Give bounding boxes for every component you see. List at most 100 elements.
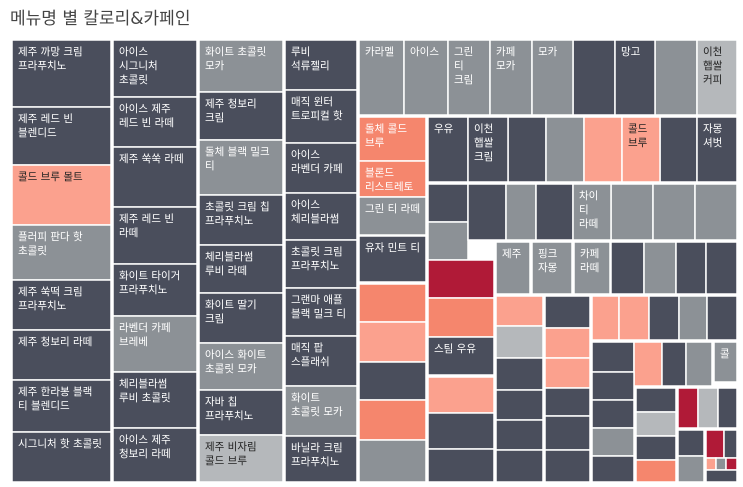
treemap-tile-minor[interactable] xyxy=(705,241,738,295)
treemap-tile-minor[interactable] xyxy=(358,361,427,401)
treemap-tile-minor[interactable] xyxy=(427,448,495,483)
treemap-tile-rect[interactable] xyxy=(447,39,491,116)
treemap-tile-minor[interactable] xyxy=(591,371,635,401)
treemap-tile-rect[interactable] xyxy=(284,192,358,241)
treemap-tile-minor[interactable] xyxy=(675,241,707,295)
treemap-tile[interactable]: 자바 칩 프라푸치노 xyxy=(198,389,284,436)
treemap-tile-minor[interactable] xyxy=(652,183,696,241)
treemap-tile[interactable]: 화이트 딸기 크림 xyxy=(198,292,284,344)
treemap-tile[interactable]: 그린 티 크림 xyxy=(447,39,491,116)
treemap-tile-minor[interactable] xyxy=(677,429,705,457)
treemap-tile-rect[interactable] xyxy=(696,116,738,183)
treemap-tile[interactable]: 제주 까망 크림 프라푸치노 xyxy=(11,39,112,108)
treemap-tile-minor[interactable] xyxy=(427,183,469,223)
treemap-tile-minor[interactable] xyxy=(427,297,495,338)
treemap-tile-minor[interactable] xyxy=(358,283,427,323)
treemap-tile-rect[interactable] xyxy=(358,39,405,116)
treemap-tile-minor[interactable] xyxy=(677,387,699,429)
treemap-tile[interactable]: 아이스 시그니처 초콜릿 xyxy=(112,39,198,98)
treemap-tile-rect[interactable] xyxy=(531,39,574,116)
treemap-tile-minor[interactable] xyxy=(723,429,738,459)
treemap-tile[interactable]: 체리블라썸 루비 초콜릿 xyxy=(112,371,198,429)
treemap-tile-minor[interactable] xyxy=(635,411,677,437)
treemap-tile-minor[interactable] xyxy=(715,457,727,471)
treemap-tile[interactable]: 제주 청보리 크림 xyxy=(198,91,284,141)
treemap-tile-minor[interactable] xyxy=(467,183,507,241)
treemap-tile-rect[interactable] xyxy=(11,279,112,331)
treemap-tile[interactable]: 망고 xyxy=(614,39,656,116)
treemap-tile-minor[interactable] xyxy=(544,387,591,417)
treemap-tile-minor[interactable] xyxy=(427,259,495,299)
treemap-tile-rect[interactable] xyxy=(621,116,661,183)
treemap-tile-minor[interactable] xyxy=(591,295,620,341)
treemap-tile-rect[interactable] xyxy=(358,116,427,162)
treemap-tile-rect[interactable] xyxy=(112,263,198,317)
treemap-tile-rect[interactable] xyxy=(572,183,612,241)
treemap-tile-minor[interactable] xyxy=(544,295,591,329)
treemap-tile-rect[interactable] xyxy=(284,385,358,437)
treemap-tile-rect[interactable] xyxy=(11,164,112,226)
treemap-tile-rect[interactable] xyxy=(112,371,198,429)
treemap-tile-minor[interactable] xyxy=(694,183,738,241)
treemap-tile[interactable]: 카페 라떼 xyxy=(573,241,611,295)
treemap-tile[interactable]: 차이 티 라떼 xyxy=(572,183,612,241)
treemap-tile-rect[interactable] xyxy=(284,39,358,91)
treemap-tile-rect[interactable] xyxy=(489,39,533,116)
treemap-tile-minor[interactable] xyxy=(659,116,698,183)
treemap-tile-minor[interactable] xyxy=(685,341,713,387)
treemap-tile[interactable]: 우유 xyxy=(427,116,469,183)
treemap-tile[interactable]: 블론드 리스트레토 xyxy=(358,160,427,198)
treemap-tile-rect[interactable] xyxy=(284,89,358,144)
treemap-tile[interactable]: 돌체 콜드 브루 xyxy=(358,116,427,162)
treemap-tile-rect[interactable] xyxy=(284,287,358,337)
treemap-tile-rect[interactable] xyxy=(198,139,284,196)
treemap-tile-minor[interactable] xyxy=(648,295,680,341)
treemap-tile[interactable]: 아이스 화이트 초콜릿 모카 xyxy=(198,342,284,391)
treemap-tile[interactable]: 제주 쑥떡 크림 프라푸치노 xyxy=(11,279,112,331)
treemap-tile[interactable]: 카페 모카 xyxy=(489,39,533,116)
treemap-tile-rect[interactable] xyxy=(284,435,358,483)
treemap-tile-rect[interactable] xyxy=(112,427,198,483)
treemap-tile-minor[interactable] xyxy=(505,183,537,241)
treemap-tile-minor[interactable] xyxy=(495,419,544,451)
treemap-tile-minor[interactable] xyxy=(572,39,616,116)
treemap-tile[interactable]: 이천 햅쌀 크림 xyxy=(467,116,509,183)
treemap-tile[interactable]: 초콜릿 크림 칩 프라푸치노 xyxy=(198,194,284,246)
treemap-tile-rect[interactable] xyxy=(11,39,112,108)
treemap-tile[interactable]: 초콜릿 크림 프라푸치노 xyxy=(284,239,358,289)
treemap-tile-minor[interactable] xyxy=(495,325,544,359)
treemap-tile-rect[interactable] xyxy=(284,142,358,194)
treemap-tile-minor[interactable] xyxy=(583,116,623,183)
treemap-tile-minor[interactable] xyxy=(705,429,725,459)
treemap-tile[interactable]: 핑크 자몽 xyxy=(531,241,573,295)
treemap-tile-minor[interactable] xyxy=(610,241,645,295)
treemap-tile-rect[interactable] xyxy=(198,292,284,344)
treemap-tile-minor[interactable] xyxy=(358,321,427,363)
treemap-tile-minor[interactable] xyxy=(677,455,705,483)
treemap-tile-minor[interactable] xyxy=(717,387,738,429)
treemap-tile[interactable]: 바닐라 크림 프라푸치노 xyxy=(284,435,358,483)
treemap-tile[interactable]: 이천 햅쌀 커피 xyxy=(696,39,738,116)
treemap-tile-minor[interactable] xyxy=(678,295,708,341)
treemap-tile-minor[interactable] xyxy=(495,389,544,421)
treemap-tile-rect[interactable] xyxy=(358,160,427,198)
treemap-tile-rect[interactable] xyxy=(614,39,656,116)
treemap-tile[interactable]: 제주 쑥쑥 라떼 xyxy=(112,146,198,208)
treemap-tile[interactable]: 아이스 체리블라썸 xyxy=(284,192,358,241)
treemap-tile-minor[interactable] xyxy=(427,412,495,450)
treemap-tile[interactable]: 라벤더 카페 브레베 xyxy=(112,315,198,373)
treemap-tile[interactable]: 제주 레드 빈 라떼 xyxy=(112,206,198,265)
treemap-tile-minor[interactable] xyxy=(544,357,591,389)
treemap-tile[interactable]: 자몽 셔벗 xyxy=(696,116,738,183)
treemap-tile[interactable]: 모카 xyxy=(531,39,574,116)
treemap-tile-minor[interactable] xyxy=(591,399,635,429)
treemap-tile-minor[interactable] xyxy=(544,327,591,359)
treemap-tile[interactable]: 화이트 타이거 프라푸치노 xyxy=(112,263,198,317)
treemap-tile-minor[interactable] xyxy=(591,341,635,373)
treemap-tile-minor[interactable] xyxy=(507,116,547,183)
treemap-tile[interactable]: 카라멜 xyxy=(358,39,405,116)
treemap-tile-minor[interactable] xyxy=(544,415,591,451)
treemap-tile-minor[interactable] xyxy=(495,357,544,391)
treemap-tile-minor[interactable] xyxy=(697,387,719,429)
treemap-tile[interactable]: 유자 민트 티 xyxy=(358,235,427,283)
